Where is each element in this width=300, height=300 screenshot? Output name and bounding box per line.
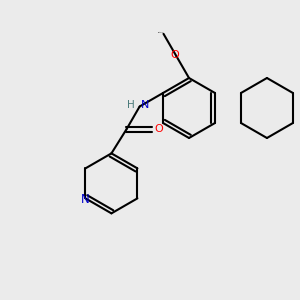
Text: N: N xyxy=(81,194,90,206)
Text: N: N xyxy=(141,100,149,110)
Text: methoxy: methoxy xyxy=(158,32,164,33)
Text: O: O xyxy=(154,124,163,134)
Text: O: O xyxy=(170,50,179,60)
Text: H: H xyxy=(128,100,135,110)
